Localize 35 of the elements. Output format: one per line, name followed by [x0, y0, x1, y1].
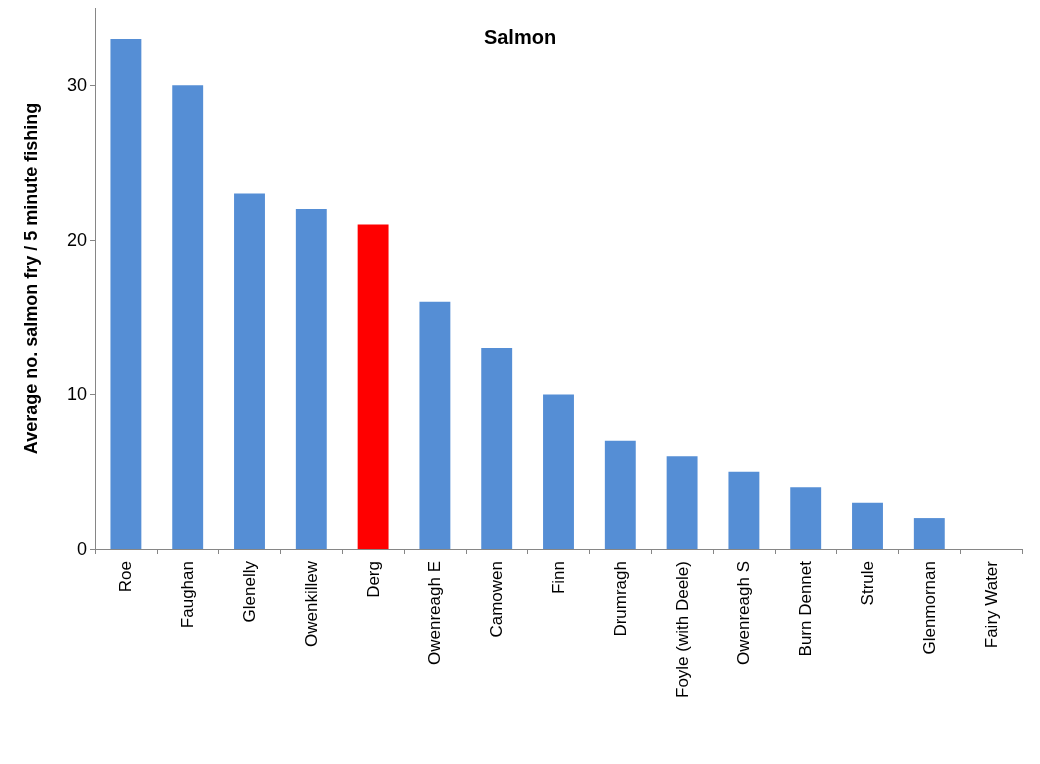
x-tick-label: Drumragh — [610, 561, 630, 637]
x-tick-label: Derg — [363, 561, 383, 598]
y-tick-label: 20 — [66, 229, 87, 250]
x-tick-label: Owenreagh E — [425, 561, 445, 665]
bar — [913, 518, 945, 549]
x-tick-label: Finn — [549, 561, 568, 595]
bar — [357, 224, 389, 549]
x-tick-label: Roe — [116, 561, 136, 593]
bar — [604, 440, 636, 549]
bar — [481, 348, 513, 549]
y-axis-title: Average no. salmon fry / 5 minute fishing — [21, 102, 41, 455]
y-tick-label: 10 — [66, 384, 87, 405]
y-tick-label: 30 — [66, 75, 87, 96]
bar — [852, 502, 883, 549]
x-tick-label: Glenelly — [240, 560, 259, 623]
bar — [543, 394, 574, 549]
x-tick-label: Owenreagh S — [734, 561, 754, 665]
x-tick-label: Fairy Water — [981, 560, 1001, 649]
x-tick-label: Camowen — [487, 561, 507, 638]
bar — [728, 471, 760, 549]
x-tick-label: Glenmornan — [919, 561, 939, 655]
x-tick-label: Foyle (with Deele) — [672, 561, 692, 698]
bar — [234, 193, 265, 549]
bar — [790, 487, 822, 549]
bar — [110, 38, 142, 549]
bar — [172, 85, 204, 549]
x-tick-label: Burn Dennet — [796, 560, 816, 657]
bar — [295, 208, 327, 549]
x-tick-label: Strule — [858, 561, 877, 606]
bar — [419, 301, 451, 549]
y-tick-label: 0 — [76, 539, 87, 559]
x-tick-label: Owenkillew — [301, 560, 321, 647]
text: Salmon — [483, 26, 557, 48]
x-tick-label: Faughan — [178, 561, 198, 629]
bar — [666, 456, 698, 549]
